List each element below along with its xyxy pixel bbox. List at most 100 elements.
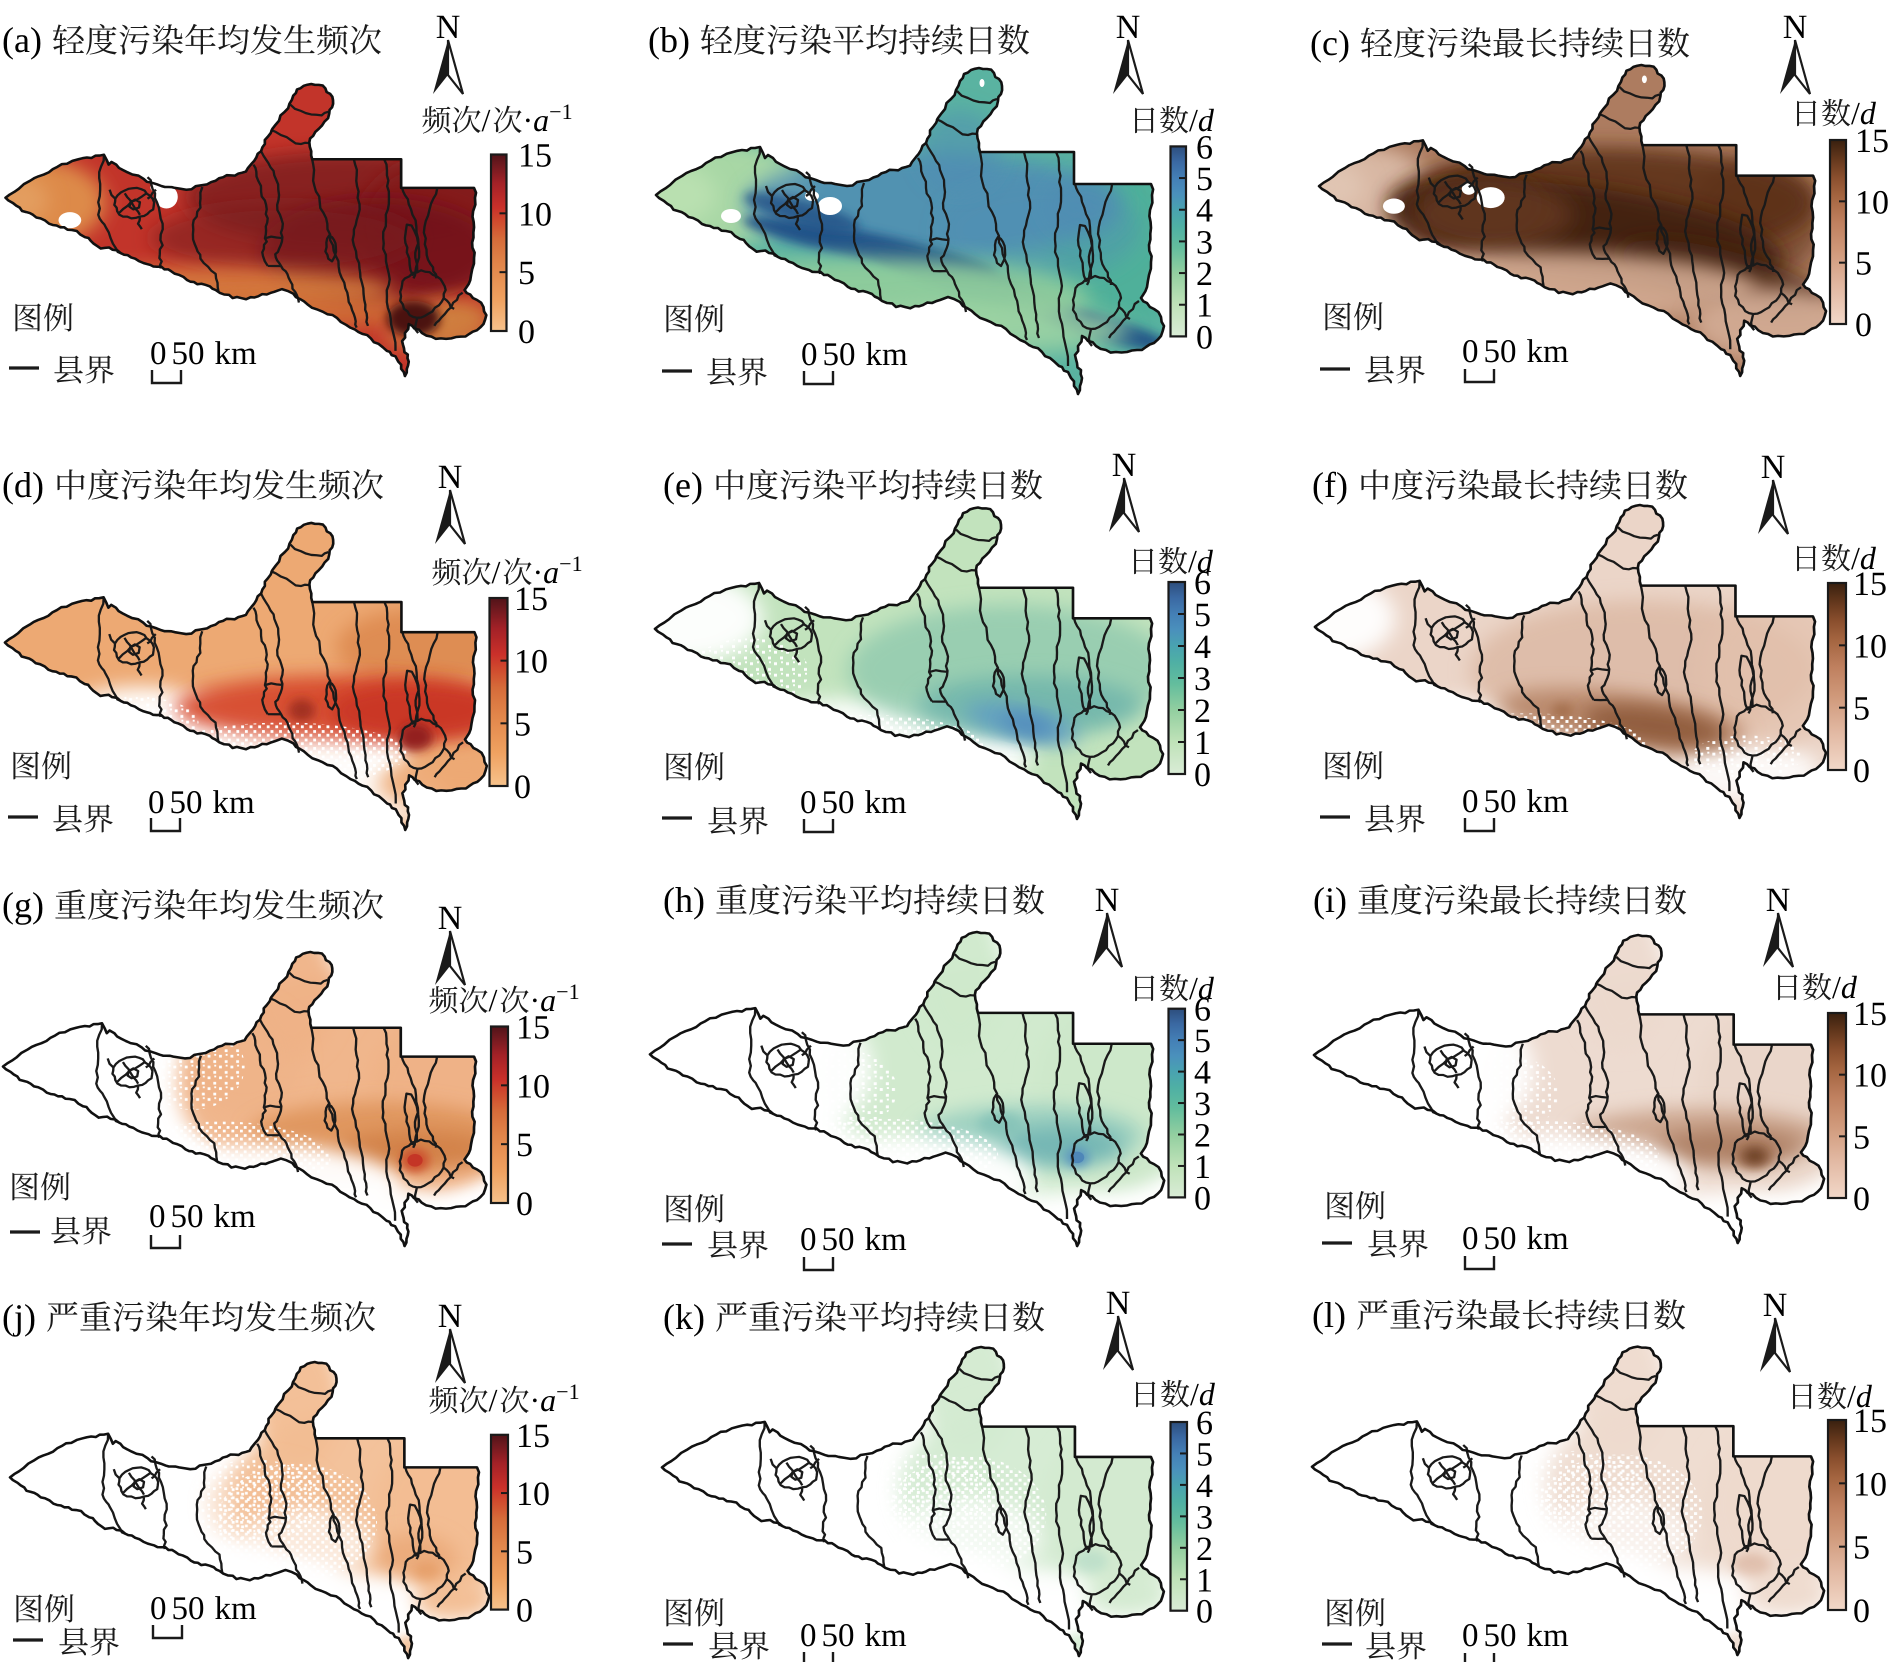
svg-text:15: 15 [1855, 123, 1889, 160]
svg-text:3: 3 [1196, 1499, 1213, 1536]
svg-text:1: 1 [1194, 725, 1211, 762]
svg-text:0: 0 [1194, 1180, 1211, 1217]
svg-text:10: 10 [516, 1476, 550, 1513]
svg-text:5: 5 [1853, 1530, 1870, 1567]
svg-text:10: 10 [518, 196, 552, 233]
svg-text:N: N [1106, 1285, 1131, 1322]
svg-text:2: 2 [1194, 693, 1211, 730]
svg-text:4: 4 [1194, 629, 1211, 666]
svg-text:(a): (a) [2, 20, 42, 60]
svg-text:N: N [1783, 9, 1808, 46]
svg-text:(g): (g) [2, 885, 44, 925]
svg-text:/d: /d [1190, 1376, 1216, 1412]
svg-text:0: 0 [1196, 319, 1213, 356]
svg-text:0: 0 [1853, 1593, 1870, 1630]
svg-text:(c): (c) [1310, 23, 1350, 63]
svg-text:15: 15 [518, 138, 552, 175]
svg-text:5: 5 [514, 706, 531, 743]
svg-text:10: 10 [516, 1068, 550, 1105]
svg-text:N: N [1766, 882, 1791, 919]
svg-text:1: 1 [1196, 288, 1213, 325]
svg-text:/: / [489, 982, 498, 1018]
svg-text:3: 3 [1194, 1086, 1211, 1123]
svg-text:5: 5 [518, 255, 535, 292]
svg-text:5: 5 [1853, 691, 1870, 728]
svg-text:1: 1 [1196, 1562, 1213, 1599]
svg-text:(b): (b) [648, 20, 690, 60]
svg-text:(k): (k) [663, 1297, 705, 1337]
svg-text:/d: /d [1832, 969, 1858, 1005]
svg-text:10: 10 [1853, 1058, 1887, 1095]
svg-text:(f): (f) [1312, 465, 1348, 505]
svg-text:0: 0 [1853, 1181, 1870, 1218]
svg-text:/: / [489, 1382, 498, 1418]
svg-text:15: 15 [516, 1418, 550, 1455]
svg-text:/d: /d [1851, 95, 1877, 131]
svg-text:0: 0 [1194, 757, 1211, 794]
svg-text:N: N [1112, 447, 1137, 484]
svg-text:15: 15 [1853, 1403, 1887, 1440]
svg-text:0: 0 [1853, 753, 1870, 790]
svg-text:/: / [492, 554, 501, 590]
svg-text:(i): (i) [1313, 880, 1347, 920]
svg-text:5: 5 [516, 1127, 533, 1164]
svg-text:0: 0 [514, 769, 531, 806]
svg-text:3: 3 [1196, 224, 1213, 261]
svg-text:/d: /d [1851, 540, 1877, 576]
svg-text:/d: /d [1847, 1378, 1873, 1414]
svg-text:0: 0 [516, 1593, 533, 1630]
svg-text:N: N [436, 9, 461, 46]
svg-text:15: 15 [1853, 566, 1887, 603]
svg-text:6: 6 [1194, 992, 1211, 1029]
svg-text:N: N [1761, 449, 1786, 486]
svg-text:/d: /d [1189, 970, 1215, 1006]
svg-text:10: 10 [1853, 628, 1887, 665]
svg-text:5: 5 [1196, 1436, 1213, 1473]
svg-text:(e): (e) [663, 465, 703, 505]
svg-text:3: 3 [1194, 661, 1211, 698]
svg-text:N: N [438, 1298, 463, 1335]
svg-text:N: N [1095, 882, 1120, 919]
svg-text:10: 10 [514, 644, 548, 681]
svg-text:(h): (h) [663, 880, 705, 920]
svg-text:N: N [438, 900, 463, 937]
svg-text:2: 2 [1194, 1118, 1211, 1155]
svg-text:10: 10 [1855, 184, 1889, 221]
svg-text:/d: /d [1188, 543, 1214, 579]
svg-text:5: 5 [1853, 1119, 1870, 1156]
svg-text:0: 0 [1855, 307, 1872, 344]
svg-text:5: 5 [1194, 1023, 1211, 1060]
svg-text:N: N [438, 459, 463, 496]
svg-text:(d): (d) [2, 465, 44, 505]
svg-text:/: / [482, 102, 491, 138]
svg-text:5: 5 [516, 1534, 533, 1571]
svg-text:4: 4 [1196, 1468, 1213, 1505]
svg-text:2: 2 [1196, 256, 1213, 293]
svg-text:6: 6 [1194, 565, 1211, 602]
svg-text:5: 5 [1196, 161, 1213, 198]
svg-text:(j): (j) [2, 1297, 36, 1337]
svg-text:5: 5 [1194, 597, 1211, 634]
svg-text:6: 6 [1196, 129, 1213, 166]
svg-text:(l): (l) [1312, 1295, 1346, 1335]
svg-text:5: 5 [1855, 246, 1872, 283]
svg-text:6: 6 [1196, 1405, 1213, 1442]
svg-text:4: 4 [1194, 1055, 1211, 1092]
svg-text:10: 10 [1853, 1466, 1887, 1503]
svg-text:15: 15 [1853, 996, 1887, 1033]
svg-text:2: 2 [1196, 1531, 1213, 1568]
svg-text:0: 0 [516, 1186, 533, 1223]
svg-text:15: 15 [516, 1010, 550, 1047]
